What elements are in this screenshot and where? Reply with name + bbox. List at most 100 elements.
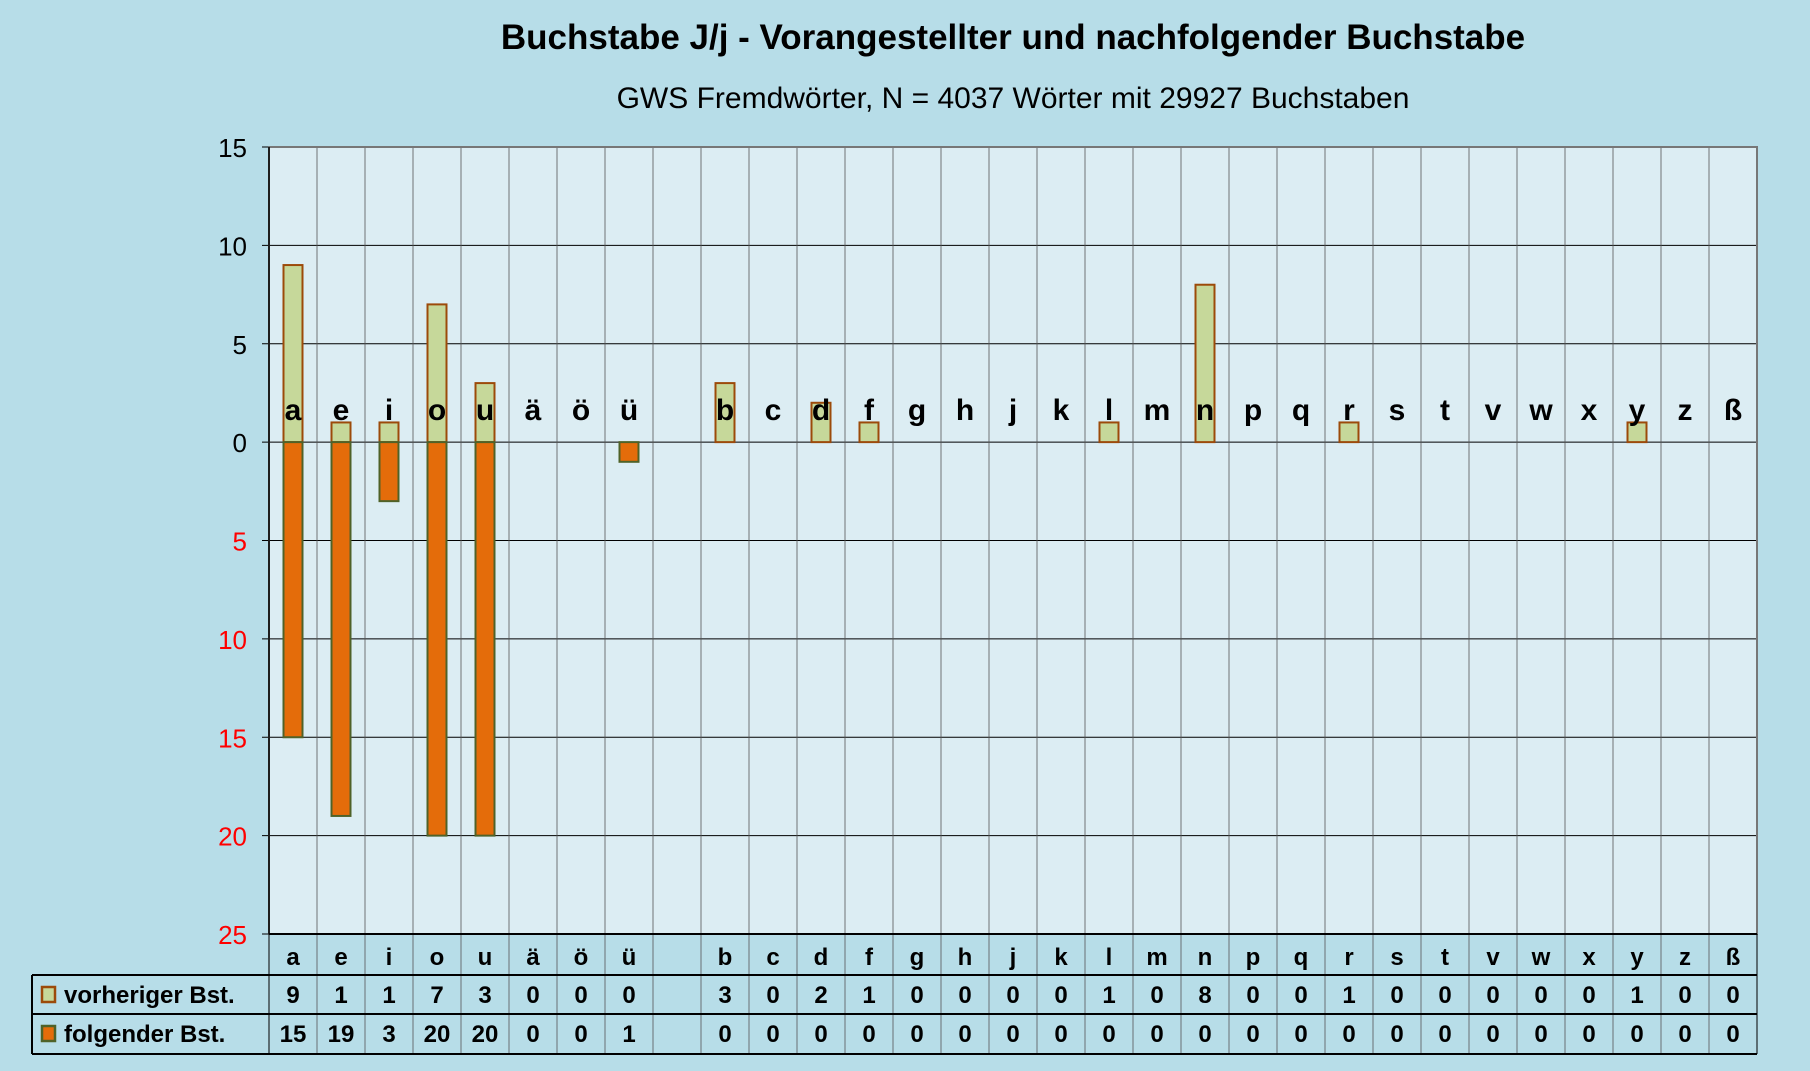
table-value-cell: 2: [814, 982, 827, 1009]
table-header-cell: j: [1009, 944, 1017, 971]
table-header-cell: ä: [526, 944, 540, 971]
bar-folgender: [282, 441, 304, 739]
category-label: r: [1343, 394, 1355, 427]
table-value-cell: 0: [1486, 1021, 1499, 1048]
category-label: p: [1244, 394, 1262, 427]
table-value-cell: 0: [1342, 1021, 1355, 1048]
table-value-cell: 0: [766, 982, 779, 1009]
table-header-cell: a: [286, 944, 300, 971]
legend-label: vorheriger Bst.: [64, 982, 235, 1009]
category-label: w: [1528, 394, 1553, 427]
table-value-cell: 1: [334, 982, 347, 1009]
table-value-cell: 0: [1006, 1021, 1019, 1048]
table-value-cell: 1: [862, 982, 875, 1009]
table-value-cell: 0: [526, 982, 539, 1009]
table-value-cell: 0: [1054, 982, 1067, 1009]
y-tick-label: 15: [218, 133, 247, 163]
table-header-cell: s: [1390, 944, 1403, 971]
table-header-cell: y: [1630, 944, 1644, 971]
table-header-cell: o: [430, 944, 445, 971]
y-tick-label: 25: [218, 920, 247, 950]
table-header-cell: t: [1441, 944, 1449, 971]
bar-vorheriger: [858, 421, 880, 444]
bar-vorheriger: [1098, 421, 1120, 444]
table-value-cell: 0: [526, 1021, 539, 1048]
category-label: d: [812, 394, 830, 427]
category-label: ü: [620, 394, 638, 427]
category-label: u: [476, 394, 494, 427]
table-value-cell: 0: [1582, 1021, 1595, 1048]
table-value-cell: 0: [1678, 1021, 1691, 1048]
table-header-cell: z: [1679, 944, 1691, 971]
table-header-cell: ö: [574, 944, 589, 971]
bar-folgender: [618, 441, 640, 463]
table-value-cell: 3: [718, 982, 731, 1009]
table-value-cell: 3: [478, 982, 491, 1009]
table-value-cell: 0: [1198, 1021, 1211, 1048]
y-tick-label: 5: [233, 330, 247, 360]
bar-vorheriger: [810, 401, 832, 444]
bar-folgender: [426, 441, 448, 837]
table-value-cell: 0: [766, 1021, 779, 1048]
table-value-cell: 0: [1294, 982, 1307, 1009]
table-header-cell: n: [1198, 944, 1213, 971]
category-label: f: [864, 394, 875, 427]
table-value-cell: 3: [382, 1021, 395, 1048]
table-header-cell: i: [386, 944, 393, 971]
table-value-cell: 9: [286, 982, 299, 1009]
table-value-cell: 1: [1342, 982, 1355, 1009]
table-value-cell: 1: [382, 982, 395, 1009]
y-tick-label: 15: [218, 723, 247, 753]
table-value-cell: 20: [472, 1021, 499, 1048]
table-header-cell: d: [814, 944, 829, 971]
table-header-cell: q: [1294, 944, 1309, 971]
table-value-cell: 8: [1198, 982, 1211, 1009]
table-header-cell: w: [1531, 944, 1551, 971]
table-header-cell: h: [958, 944, 973, 971]
table-value-cell: 0: [1150, 1021, 1163, 1048]
table-value-cell: 0: [1294, 1021, 1307, 1048]
table-header-cell: b: [718, 944, 733, 971]
bar-vorheriger: [1194, 283, 1216, 444]
table-value-cell: 19: [328, 1021, 355, 1048]
table-value-cell: 0: [1726, 982, 1739, 1009]
category-label: q: [1292, 394, 1310, 427]
table-value-cell: 15: [280, 1021, 307, 1048]
table-header-cell: m: [1146, 944, 1167, 971]
category-label: b: [716, 394, 734, 427]
y-tick-label: 10: [218, 625, 247, 655]
category-label: g: [908, 394, 926, 427]
table-header-cell: p: [1246, 944, 1261, 971]
y-tick-label: 20: [218, 822, 247, 852]
table-value-cell: 0: [1534, 1021, 1547, 1048]
category-label: k: [1053, 394, 1070, 427]
legend-key-folgender: [40, 1024, 57, 1043]
table-value-cell: 0: [1486, 982, 1499, 1009]
category-label: c: [765, 394, 782, 427]
table-header-cell: g: [910, 944, 925, 971]
table-header-cell: c: [766, 944, 779, 971]
category-label: a: [285, 394, 302, 427]
table-value-cell: 0: [958, 982, 971, 1009]
table-value-cell: 0: [862, 1021, 875, 1048]
table-value-cell: 1: [622, 1021, 635, 1048]
table-value-cell: 0: [814, 1021, 827, 1048]
table-value-cell: 7: [430, 982, 443, 1009]
category-label: ä: [525, 394, 542, 427]
table-value-cell: 0: [1054, 1021, 1067, 1048]
bar-folgender: [378, 441, 400, 503]
table-value-cell: 0: [1678, 982, 1691, 1009]
table-header-cell: v: [1486, 944, 1500, 971]
chart-subtitle: GWS Fremdwörter, N = 4037 Wörter mit 299…: [616, 82, 1410, 115]
category-label: z: [1678, 394, 1693, 427]
category-label: s: [1389, 394, 1406, 427]
category-label: v: [1485, 394, 1502, 427]
table-value-cell: 0: [1150, 982, 1163, 1009]
bar-vorheriger: [1626, 421, 1648, 444]
table-header-cell: ü: [622, 944, 637, 971]
category-label: e: [333, 394, 350, 427]
category-label: h: [956, 394, 974, 427]
bar-vorheriger: [1338, 421, 1360, 444]
category-label: ß: [1724, 394, 1742, 427]
